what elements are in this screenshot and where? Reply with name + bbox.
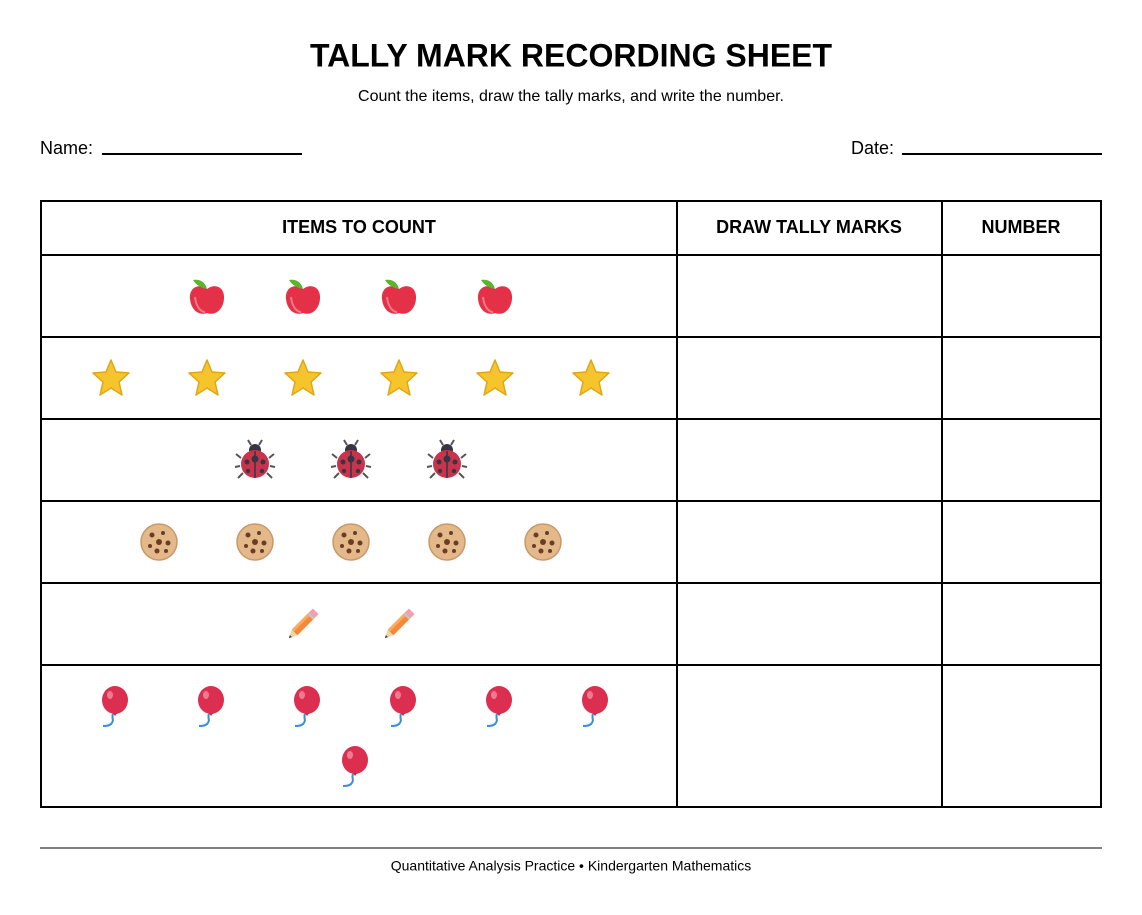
ladybug-icon (426, 439, 468, 479)
pencil-icon (286, 608, 319, 641)
balloon-icon (485, 685, 513, 727)
table-border (40, 200, 1102, 808)
footer: Quantitative Analysis Practice • Kinderg… (391, 858, 752, 874)
title: TALLY MARK RECORDING SHEET (310, 37, 833, 73)
balloon-icon (389, 685, 417, 727)
balloon-icon (101, 685, 129, 727)
ladybug-icon (330, 439, 372, 479)
apple-icon (188, 278, 226, 315)
subtitle: Count the items, draw the tally marks, a… (358, 88, 784, 105)
pencil-icon (382, 608, 415, 641)
apple-icon (284, 278, 322, 315)
date-label: Date: (851, 138, 894, 158)
apple-icon (476, 278, 514, 315)
star-icon (188, 359, 226, 396)
balloon-icon (293, 685, 321, 727)
balloon-icon (341, 745, 369, 787)
star-icon (380, 359, 418, 396)
column-header: NUMBER (982, 217, 1061, 237)
table (40, 200, 1102, 808)
column-header: DRAW TALLY MARKS (716, 217, 902, 237)
apple-icon (380, 278, 418, 315)
cookie-icon (332, 523, 370, 561)
balloon-icon (197, 685, 225, 727)
ladybug-icon (234, 439, 276, 479)
cookie-icon (236, 523, 274, 561)
column-header: ITEMS TO COUNT (282, 217, 436, 237)
star-icon (572, 359, 610, 396)
cookie-icon (428, 523, 466, 561)
star-icon (476, 359, 514, 396)
items (92, 278, 610, 787)
balloon-icon (581, 685, 609, 727)
cookie-icon (524, 523, 562, 561)
cookie-icon (140, 523, 178, 561)
star-icon (92, 359, 130, 396)
name-label: Name: (40, 138, 93, 158)
star-icon (284, 359, 322, 396)
